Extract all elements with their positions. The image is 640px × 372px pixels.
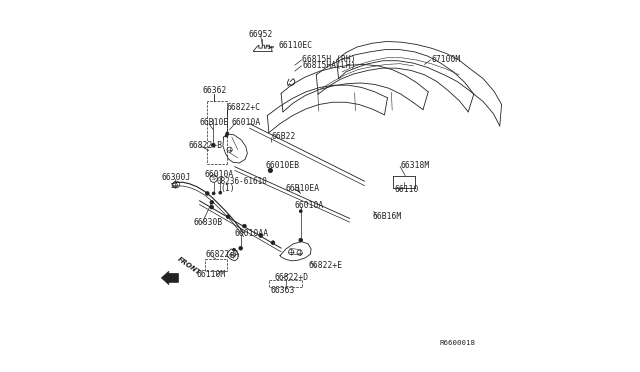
Circle shape (243, 224, 246, 228)
Text: 66815HA(LH): 66815HA(LH) (302, 61, 356, 70)
Circle shape (210, 201, 214, 204)
Text: 66318M: 66318M (400, 161, 429, 170)
Text: 08236-61610: 08236-61610 (216, 177, 267, 186)
Text: 66363: 66363 (270, 286, 294, 295)
Text: 66110EC: 66110EC (278, 41, 312, 51)
Circle shape (232, 248, 236, 251)
Circle shape (225, 134, 228, 137)
Circle shape (259, 234, 262, 237)
Text: 66010A: 66010A (295, 201, 324, 210)
Circle shape (268, 168, 273, 173)
Text: 66010A: 66010A (231, 118, 260, 127)
Text: FRONT: FRONT (176, 256, 202, 276)
Text: 66822+B: 66822+B (188, 141, 223, 150)
Circle shape (211, 143, 215, 147)
Text: 66952: 66952 (248, 29, 273, 39)
Text: 66110M: 66110M (196, 270, 225, 279)
Circle shape (219, 191, 222, 194)
Circle shape (299, 238, 303, 242)
Text: 66B10E: 66B10E (200, 118, 229, 127)
Text: 66B10EA: 66B10EA (286, 184, 320, 193)
Text: 66010AA: 66010AA (234, 229, 268, 238)
Text: 66362: 66362 (202, 86, 227, 95)
Circle shape (239, 246, 243, 250)
Text: 66830B: 66830B (194, 218, 223, 227)
Circle shape (271, 241, 275, 244)
Circle shape (210, 205, 214, 209)
Text: 66815H (RH): 66815H (RH) (302, 55, 356, 64)
Text: 66B22: 66B22 (271, 132, 296, 141)
Text: 66B16M: 66B16M (372, 212, 402, 221)
Text: 66822+C: 66822+C (227, 103, 260, 112)
Text: (1): (1) (221, 184, 236, 193)
Text: 66110: 66110 (394, 185, 419, 194)
Circle shape (226, 215, 230, 218)
Polygon shape (161, 271, 179, 285)
Circle shape (205, 192, 209, 195)
Circle shape (300, 210, 302, 213)
Circle shape (212, 192, 215, 195)
Text: 66822+D: 66822+D (275, 273, 309, 282)
Text: 66300J: 66300J (161, 173, 191, 182)
Text: 66010A: 66010A (205, 170, 234, 179)
Text: 66822+E: 66822+E (308, 261, 342, 270)
Text: 67100M: 67100M (431, 55, 460, 64)
Text: R6600018: R6600018 (440, 340, 476, 346)
Text: 66010EB: 66010EB (265, 161, 300, 170)
Circle shape (226, 132, 229, 135)
Text: S: S (212, 176, 216, 181)
Text: 66822+A: 66822+A (206, 250, 240, 259)
